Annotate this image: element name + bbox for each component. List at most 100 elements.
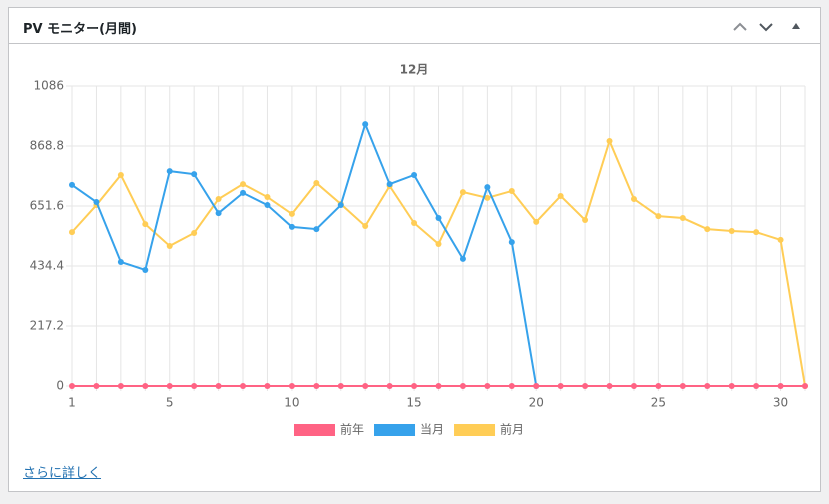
data-point [679, 383, 686, 389]
data-point [655, 383, 662, 389]
data-point [142, 221, 149, 228]
y-tick-label: 1086 [33, 79, 64, 93]
data-point [508, 187, 515, 194]
data-point [362, 383, 369, 389]
toggle[interactable] [792, 23, 800, 29]
data-point [93, 383, 100, 389]
data-point [435, 241, 442, 248]
data-point [508, 239, 515, 246]
widget-header: PV モニター(月間) [9, 8, 820, 44]
x-tick-label: 5 [166, 396, 174, 410]
move-down[interactable] [759, 23, 773, 32]
data-point [582, 383, 589, 389]
legend-swatch [374, 424, 416, 436]
data-point [313, 179, 320, 186]
data-point [215, 195, 222, 202]
data-point [191, 171, 198, 178]
data-point [313, 226, 320, 233]
y-tick-label: 0 [56, 379, 64, 393]
legend-swatch [454, 424, 496, 436]
data-point [337, 383, 344, 389]
data-point [704, 383, 711, 389]
data-point [753, 229, 760, 236]
data-point [142, 266, 149, 273]
data-point [679, 215, 686, 222]
y-tick-label: 868.8 [30, 139, 64, 153]
data-point [508, 383, 515, 389]
more-link[interactable]: さらに詳しく [23, 466, 102, 481]
x-tick-label: 20 [529, 396, 544, 410]
data-point [484, 184, 491, 191]
data-point [459, 189, 466, 196]
data-point [117, 258, 124, 265]
data-point [386, 181, 393, 188]
data-point [166, 242, 173, 249]
legend-swatch [294, 424, 335, 436]
data-point [264, 202, 271, 209]
data-point [728, 383, 735, 389]
data-point [459, 255, 466, 262]
data-point [753, 383, 760, 389]
data-point [215, 383, 222, 389]
data-point [655, 213, 662, 220]
data-point [533, 218, 540, 225]
data-point [166, 168, 173, 175]
data-point [117, 171, 124, 178]
series-line [71, 121, 538, 387]
data-point [411, 220, 418, 227]
chart-title: 12月 [400, 63, 429, 77]
data-point [704, 226, 711, 233]
data-point [166, 383, 173, 389]
y-tick-label: 434.4 [30, 259, 64, 273]
data-point [435, 383, 442, 389]
data-point [411, 383, 418, 389]
data-point [411, 171, 418, 178]
data-point [264, 194, 271, 201]
data-point [606, 137, 613, 144]
data-point [557, 192, 564, 199]
data-point [93, 199, 100, 206]
legend-label: 当月 [420, 423, 444, 437]
data-point [240, 181, 247, 188]
data-point [630, 383, 637, 389]
data-point [117, 383, 124, 389]
data-point [191, 229, 198, 236]
data-point [191, 383, 198, 389]
data-point [630, 195, 637, 202]
data-point [215, 210, 222, 217]
data-point [484, 194, 491, 201]
data-point [240, 189, 247, 196]
data-point [288, 383, 295, 389]
data-point [337, 202, 344, 209]
move-up[interactable] [733, 22, 747, 31]
data-point [777, 383, 784, 389]
data-point [362, 121, 369, 128]
data-point [142, 383, 149, 389]
legend-label: 前年 [340, 422, 364, 437]
y-tick-label: 651.6 [30, 199, 64, 213]
data-point [557, 383, 564, 389]
x-tick-label: 10 [284, 396, 299, 410]
legend-label: 前月 [500, 422, 524, 437]
data-point [606, 383, 613, 389]
data-point [69, 229, 75, 236]
x-tick-label: 15 [406, 396, 421, 410]
data-point [777, 236, 784, 243]
data-point [435, 215, 442, 222]
data-point [484, 383, 491, 389]
x-tick-label: 1 [68, 396, 76, 410]
data-point [69, 181, 75, 188]
widget-title: PV モニター(月間) [23, 22, 137, 37]
data-point [69, 383, 75, 389]
data-point [459, 383, 466, 389]
data-point [802, 383, 808, 389]
data-point [313, 383, 320, 389]
data-point [533, 383, 540, 389]
x-tick-label: 25 [651, 396, 666, 410]
data-point [362, 223, 369, 230]
data-point [288, 223, 295, 230]
header-controls [733, 22, 800, 32]
data-point [728, 228, 735, 235]
